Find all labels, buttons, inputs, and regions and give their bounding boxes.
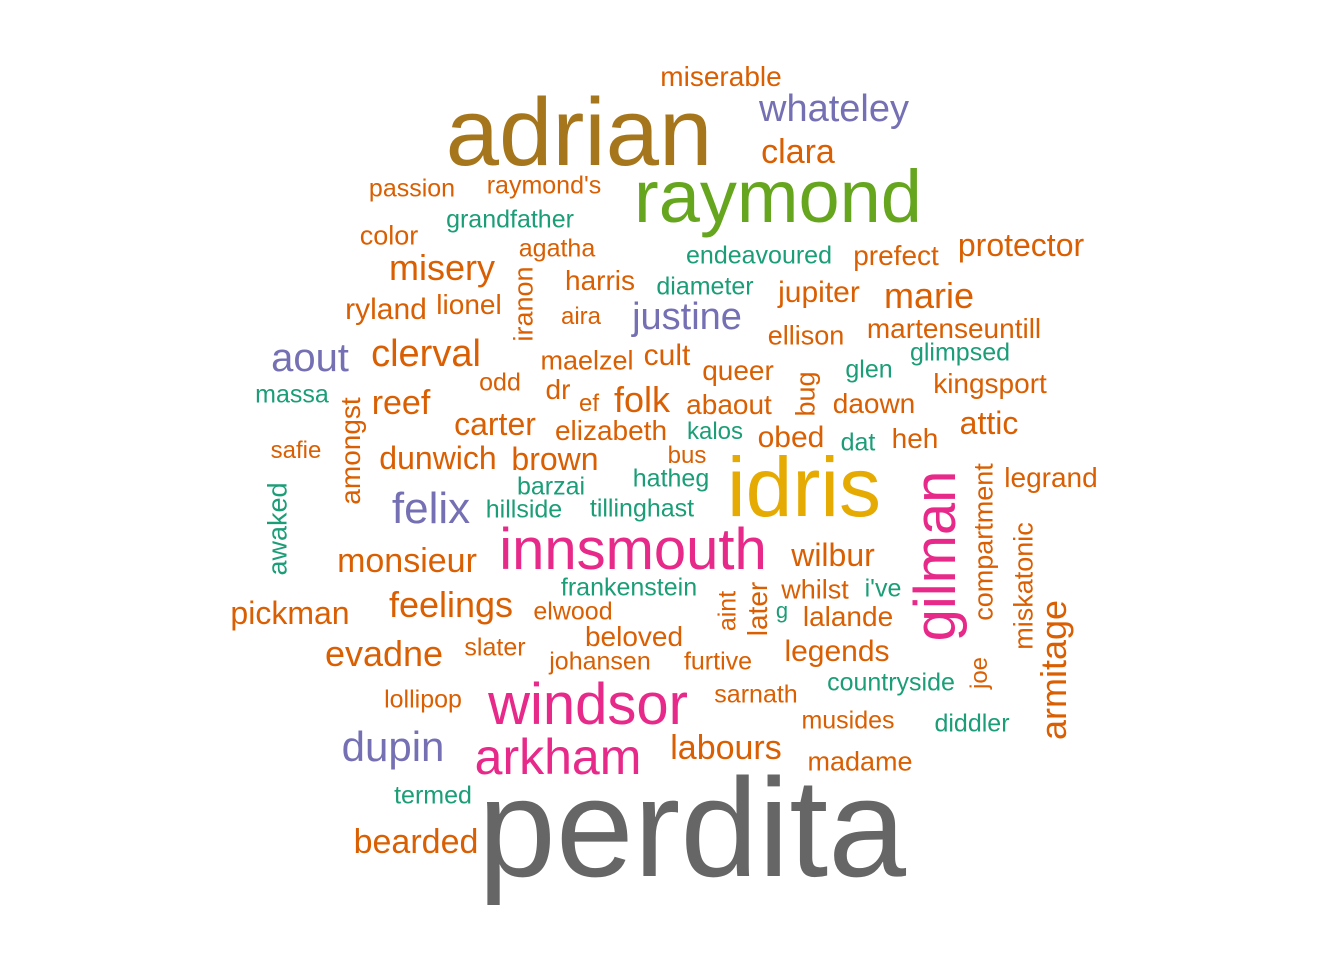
word-daown: daown xyxy=(832,388,916,419)
word-countryside: countryside xyxy=(827,668,955,697)
word-evadne: evadne xyxy=(324,633,444,674)
word-lollipop: lollipop xyxy=(384,685,462,714)
word-hillside: hillside xyxy=(485,495,563,524)
word-elizabeth: elizabeth xyxy=(554,415,668,446)
word-glimpsed: glimpsed xyxy=(909,338,1011,367)
word-cult: cult xyxy=(643,339,691,372)
word-raymonds: raymond's xyxy=(486,171,602,200)
word-bus: bus xyxy=(667,442,707,469)
word-barzai: barzai xyxy=(516,472,586,501)
word-glen: glen xyxy=(845,355,893,384)
word-pickman: pickman xyxy=(230,595,350,631)
word-raymond: raymond xyxy=(634,155,922,238)
word-color: color xyxy=(359,220,419,251)
word-passion: passion xyxy=(368,174,456,203)
word-reef: reef xyxy=(371,384,431,422)
word-heh: heh xyxy=(891,423,939,454)
word-termed: termed xyxy=(394,781,472,810)
word-johansen: johansen xyxy=(549,647,651,676)
word-bearded: bearded xyxy=(353,823,479,861)
word-monsieur: monsieur xyxy=(337,542,477,580)
word-ive: i've xyxy=(864,574,902,603)
word-marie: marie xyxy=(883,275,975,316)
word-feelings: feelings xyxy=(388,584,514,625)
word-jupiter: jupiter xyxy=(778,276,860,309)
word-agatha: agatha xyxy=(518,234,596,263)
word-odd: odd xyxy=(479,368,521,397)
word-brown: brown xyxy=(511,441,599,477)
word-innsmouth: innsmouth xyxy=(499,517,767,582)
word-gilman: gilman xyxy=(903,470,968,642)
word-lionel: lionel xyxy=(436,289,502,320)
word-aint: aint xyxy=(713,590,742,632)
word-amongst: amongst xyxy=(335,397,366,505)
word-labours: labours xyxy=(670,729,782,767)
word-awaked: awaked xyxy=(262,482,293,576)
word-attic: attic xyxy=(959,405,1019,441)
word-g: g xyxy=(775,598,789,623)
word-furtive: furtive xyxy=(683,647,753,676)
word-harris: harris xyxy=(564,265,636,296)
word-adrian: adrian xyxy=(445,79,713,186)
word-idris: idris xyxy=(726,440,882,534)
word-dat: dat xyxy=(840,428,876,457)
word-aout: aout xyxy=(271,336,349,380)
word-grandfather: grandfather xyxy=(446,205,574,234)
word-miserable: miserable xyxy=(660,61,782,92)
word-perdita: perdita xyxy=(477,749,907,906)
word-ellison: ellison xyxy=(767,320,845,351)
word-kalos: kalos xyxy=(686,418,744,445)
word-diddler: diddler xyxy=(934,709,1010,738)
word-later: later xyxy=(742,581,773,637)
word-diameter: diameter xyxy=(656,272,754,301)
word-ryland: ryland xyxy=(345,293,427,326)
word-whateley: whateley xyxy=(759,88,909,130)
word-compartment: compartment xyxy=(968,463,999,621)
word-carter: carter xyxy=(454,406,536,442)
word-madame: madame xyxy=(807,746,913,777)
word-massa: massa xyxy=(255,380,329,409)
word-windsor: windsor xyxy=(488,672,688,737)
word-kingsport: kingsport xyxy=(933,368,1047,399)
word-dr: dr xyxy=(545,374,571,405)
word-prefect: prefect xyxy=(853,240,939,271)
word-clerval: clerval xyxy=(371,333,481,375)
word-legrand: legrand xyxy=(1004,462,1098,493)
word-ef: ef xyxy=(578,390,600,417)
word-justine: justine xyxy=(632,296,742,338)
word-martenseuntill: martenseuntill xyxy=(866,313,1042,344)
word-misery: misery xyxy=(389,247,495,288)
word-armitage: armitage xyxy=(1033,599,1074,741)
word-wilbur: wilbur xyxy=(791,537,875,573)
word-aira: aira xyxy=(560,303,602,330)
word-safie: safie xyxy=(270,437,322,464)
word-arkham: arkham xyxy=(474,729,642,785)
word-slater: slater xyxy=(464,633,526,662)
word-dunwich: dunwich xyxy=(379,440,497,476)
word-whilst: whilst xyxy=(781,574,849,605)
word-folk: folk xyxy=(613,379,671,420)
word-legends: legends xyxy=(784,635,890,668)
word-felix: felix xyxy=(391,484,471,533)
word-joe: joe xyxy=(966,656,993,690)
word-maelzel: maelzel xyxy=(540,345,634,376)
word-sarnath: sarnath xyxy=(714,680,798,709)
word-lalande: lalande xyxy=(802,601,894,632)
word-tillinghast: tillinghast xyxy=(589,494,695,523)
word-protector: protector xyxy=(957,227,1085,263)
word-abaout: abaout xyxy=(686,389,772,420)
word-dupin: dupin xyxy=(341,723,445,770)
word-bug: bug xyxy=(790,371,821,417)
word-frankenstein: frankenstein xyxy=(560,573,698,602)
word-musides: musides xyxy=(801,706,895,735)
word-elwood: elwood xyxy=(533,597,613,626)
word-iranon: iranon xyxy=(508,266,539,342)
word-endeavoured: endeavoured xyxy=(686,241,832,270)
word-queer: queer xyxy=(702,355,774,386)
word-hatheg: hatheg xyxy=(632,464,710,493)
word-clara: clara xyxy=(761,133,835,171)
word-beloved: beloved xyxy=(584,621,684,652)
word-obed: obed xyxy=(757,421,825,454)
